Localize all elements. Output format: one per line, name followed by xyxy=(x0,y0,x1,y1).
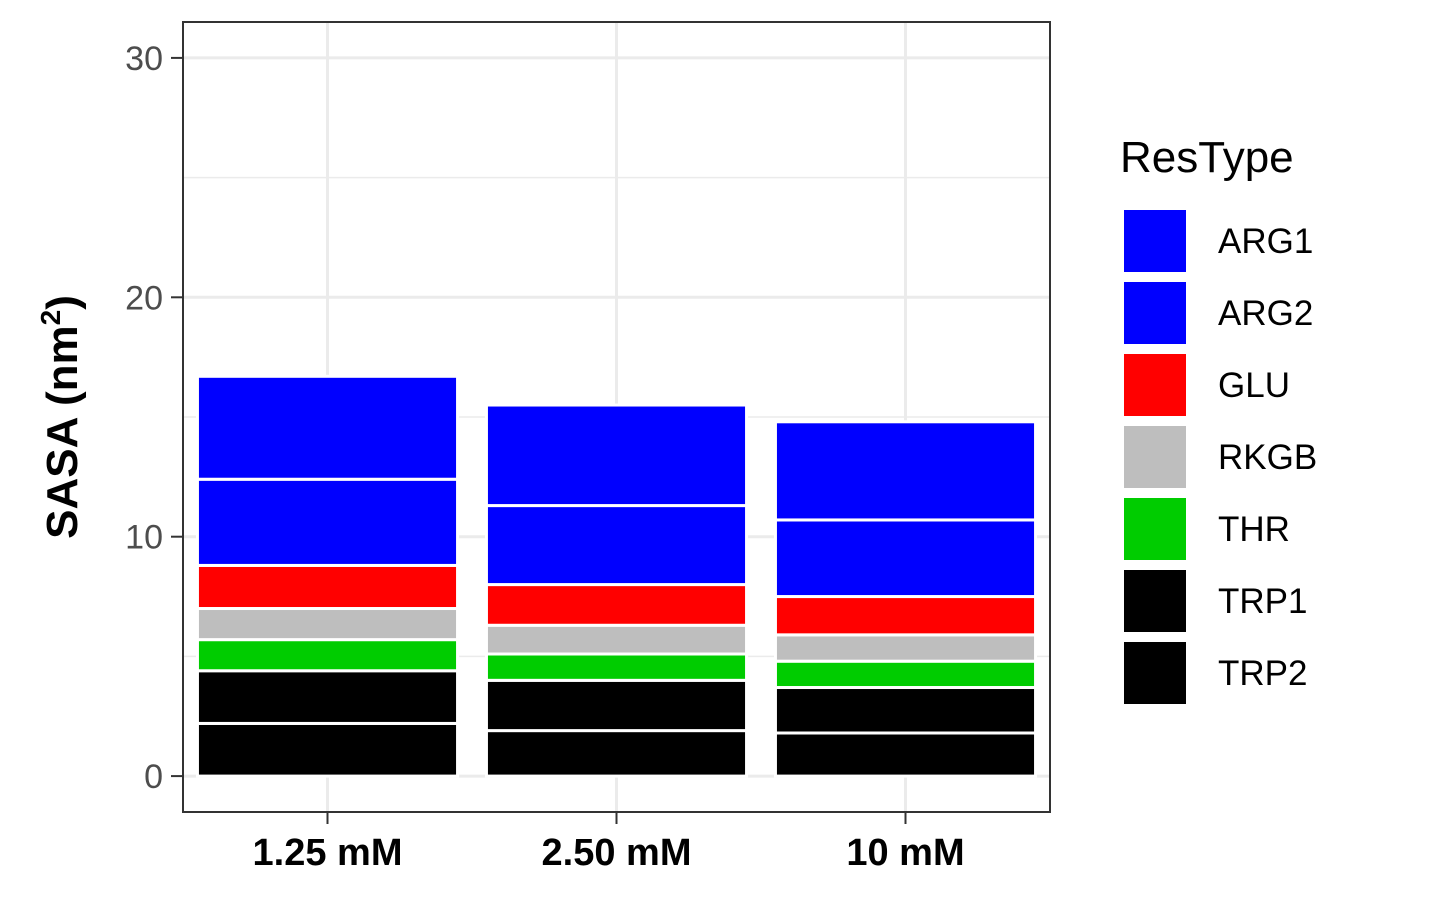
legend: ResType ARG1 ARG2 GLU RKGB THR TRP1 TRP2 xyxy=(1120,133,1317,706)
bar-segment-thr xyxy=(773,659,1038,690)
bar-segment-glu xyxy=(484,583,749,627)
x-tick-label: 2.50 mM xyxy=(542,832,692,874)
y-axis-title-superscript: 2 xyxy=(35,310,66,326)
bar-segment-trp2 xyxy=(484,729,749,778)
bar-segment-trp1 xyxy=(484,678,749,733)
y-axis: 0 10 20 30 xyxy=(125,40,183,796)
legend-label: ARG1 xyxy=(1218,222,1313,261)
bar-segment-rkgb xyxy=(773,633,1038,663)
bar-segment-arg2 xyxy=(773,518,1038,599)
legend-label: ARG2 xyxy=(1218,294,1313,333)
bar-segment-rkgb xyxy=(484,623,749,656)
y-axis-title-close: ) xyxy=(38,295,87,310)
x-axis: 1.25 mM 2.50 mM 10 mM xyxy=(253,812,965,874)
bar-segment-thr xyxy=(195,638,460,673)
bar-segment-arg1 xyxy=(195,374,460,481)
bar-segment-trp1 xyxy=(195,669,460,725)
bar-segment-arg1 xyxy=(773,420,1038,522)
x-tick-label: 1.25 mM xyxy=(253,832,403,874)
bar-segment-rkgb xyxy=(195,607,460,642)
legend-label: TRP1 xyxy=(1218,582,1307,621)
bar-segment-trp2 xyxy=(195,721,460,778)
legend-title: ResType xyxy=(1120,133,1294,182)
legend-key-arg1 xyxy=(1122,208,1188,274)
y-tick-label: 10 xyxy=(125,519,163,557)
legend-key-rkgb xyxy=(1122,424,1188,490)
legend-key-thr xyxy=(1122,496,1188,562)
legend-label: GLU xyxy=(1218,366,1290,405)
bar-segment-glu xyxy=(773,595,1038,637)
x-tick-label: 10 mM xyxy=(846,832,964,874)
bar-segment-arg1 xyxy=(484,403,749,508)
bars xyxy=(195,374,1038,778)
y-tick-label: 20 xyxy=(125,279,163,317)
bar-segment-glu xyxy=(195,563,460,611)
legend-label: TRP2 xyxy=(1218,654,1307,693)
legend-key-glu xyxy=(1122,352,1188,418)
legend-key-arg2 xyxy=(1122,280,1188,346)
legend-key-trp2 xyxy=(1122,640,1188,706)
y-tick-label: 0 xyxy=(144,758,163,796)
bar-segment-arg2 xyxy=(195,477,460,567)
bar-segment-trp1 xyxy=(773,686,1038,735)
bar-segment-trp2 xyxy=(773,731,1038,778)
legend-label: RKGB xyxy=(1218,438,1317,477)
bar-segment-arg2 xyxy=(484,504,749,587)
y-axis-title-main: SASA (nm xyxy=(38,325,87,539)
y-axis-title: SASA (nm2) xyxy=(35,295,87,539)
legend-label: THR xyxy=(1218,510,1290,549)
legend-key-trp1 xyxy=(1122,568,1188,634)
y-tick-label: 30 xyxy=(125,40,163,78)
bar-segment-thr xyxy=(484,652,749,682)
